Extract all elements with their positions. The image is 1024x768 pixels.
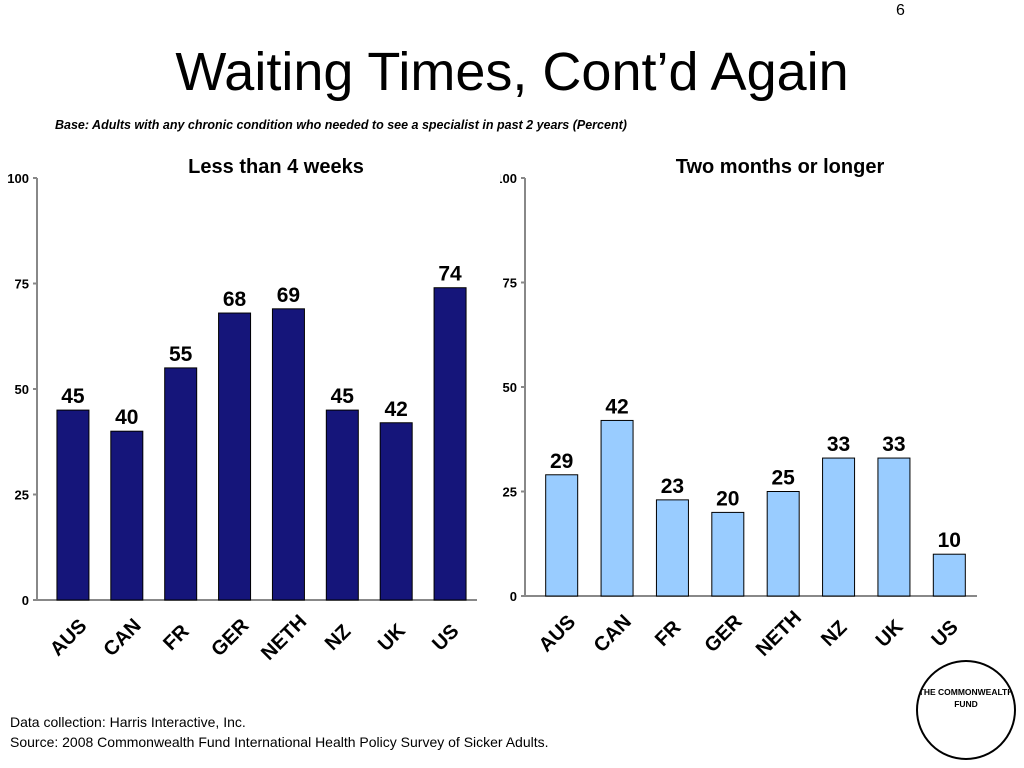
y-tick-label: 100 xyxy=(7,171,29,186)
y-tick-label: 75 xyxy=(15,277,29,292)
data-label: 33 xyxy=(827,433,850,456)
x-tick-label: CAN xyxy=(99,615,145,661)
bar-us xyxy=(433,287,467,601)
data-label: 45 xyxy=(61,385,85,408)
bar-nz xyxy=(325,409,359,601)
x-tick-label: UK xyxy=(872,615,908,651)
data-label: 55 xyxy=(169,343,193,366)
x-tick-label: FR xyxy=(651,616,686,651)
x-tick-label: GER xyxy=(207,614,254,661)
data-label: 29 xyxy=(550,450,573,473)
base-note: Base: Adults with any chronic condition … xyxy=(55,118,627,132)
x-tick-label: NETH xyxy=(752,607,806,661)
data-label: 10 xyxy=(938,529,961,552)
bar-uk xyxy=(379,422,413,601)
bar-uk xyxy=(877,457,911,597)
data-label: 33 xyxy=(882,433,905,456)
x-tick-label: AUS xyxy=(535,611,580,656)
data-label: 74 xyxy=(438,263,462,286)
logo-line1: THE COMMONWEALTH xyxy=(918,687,1014,697)
y-tick-label: 50 xyxy=(15,382,29,397)
footer-data-collection: Data collection: Harris Interactive, Inc… xyxy=(10,714,246,730)
x-tick-label: US xyxy=(927,616,962,651)
data-label: 45 xyxy=(331,385,355,408)
page-number: 6 xyxy=(896,2,905,19)
x-tick-label: UK xyxy=(374,619,410,655)
bar-ger xyxy=(711,511,745,597)
bar-us xyxy=(932,553,966,597)
data-label: 42 xyxy=(605,395,628,418)
data-label: 23 xyxy=(661,475,684,498)
y-tick-label: 100 xyxy=(500,171,517,186)
y-tick-label: 0 xyxy=(22,593,29,608)
x-tick-label: US xyxy=(428,620,463,655)
data-label: 68 xyxy=(223,288,247,311)
y-tick-label: 50 xyxy=(503,380,517,395)
data-label: 42 xyxy=(385,398,408,421)
x-tick-label: CAN xyxy=(590,611,636,657)
y-tick-label: 25 xyxy=(15,488,29,503)
y-tick-label: 0 xyxy=(510,589,517,604)
y-tick-label: 25 xyxy=(503,485,517,500)
data-label: 40 xyxy=(115,406,138,429)
footer-source: Source: 2008 Commonwealth Fund Internati… xyxy=(10,734,549,750)
x-tick-label: GER xyxy=(700,610,747,657)
bar-can xyxy=(600,419,634,597)
x-tick-label: NZ xyxy=(817,617,851,651)
y-tick-label: 75 xyxy=(503,276,517,291)
bar-aus xyxy=(56,409,90,601)
data-label: 69 xyxy=(277,284,300,307)
x-tick-label: NETH xyxy=(257,611,311,665)
chart-title: Two months or longer xyxy=(676,156,885,178)
x-tick-label: NZ xyxy=(321,621,355,655)
data-label: 20 xyxy=(716,487,739,510)
commonwealth-fund-logo: THE COMMONWEALTH FUND xyxy=(916,660,1016,760)
x-tick-label: AUS xyxy=(46,615,91,660)
bar-ger xyxy=(218,312,252,601)
slide-title: Waiting Times, Cont’d Again xyxy=(175,42,849,102)
chart-two-months-or-longer: Two months or longer 0 25 50 75 100 29 AUS 42 CAN… xyxy=(500,156,977,661)
footer: Data collection: Harris Interactive, Inc… xyxy=(10,712,549,752)
bar-aus xyxy=(545,474,579,597)
data-label: 25 xyxy=(772,467,796,490)
logo-line2: FUND xyxy=(954,699,978,709)
bar-fr xyxy=(164,367,198,601)
x-tick-label: FR xyxy=(159,620,194,655)
bar-fr xyxy=(655,499,689,597)
bar-nz xyxy=(822,457,856,597)
chart-title: Less than 4 weeks xyxy=(188,156,364,178)
bar-neth xyxy=(766,491,800,597)
bar-neth xyxy=(271,308,305,601)
bar-can xyxy=(110,430,144,601)
chart-less-than-4-weeks: Less than 4 weeks 0 25 50 75 100 45 AUS 40 CAN 55 F… xyxy=(7,156,477,665)
